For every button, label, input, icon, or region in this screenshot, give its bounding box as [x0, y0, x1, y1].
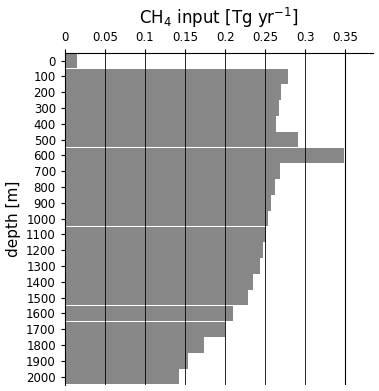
- Bar: [65, 321, 225, 337]
- Bar: [65, 242, 263, 258]
- Bar: [65, 53, 77, 68]
- Bar: [65, 179, 275, 195]
- Bar: [65, 337, 204, 353]
- Bar: [65, 353, 188, 369]
- Bar: [65, 258, 260, 274]
- Bar: [65, 132, 298, 147]
- Bar: [65, 100, 279, 116]
- Bar: [65, 274, 253, 290]
- Bar: [65, 84, 281, 100]
- Bar: [65, 195, 271, 211]
- Bar: [65, 163, 280, 179]
- Y-axis label: depth [m]: depth [m]: [6, 180, 20, 257]
- X-axis label: CH$_4$ input [Tg yr$^{-1}$]: CH$_4$ input [Tg yr$^{-1}$]: [139, 5, 299, 30]
- Bar: [65, 211, 268, 226]
- Bar: [65, 306, 233, 321]
- Bar: [65, 369, 180, 384]
- Bar: [65, 148, 344, 163]
- Bar: [65, 68, 288, 84]
- Bar: [65, 227, 266, 242]
- Bar: [65, 290, 247, 305]
- Bar: [65, 116, 276, 131]
